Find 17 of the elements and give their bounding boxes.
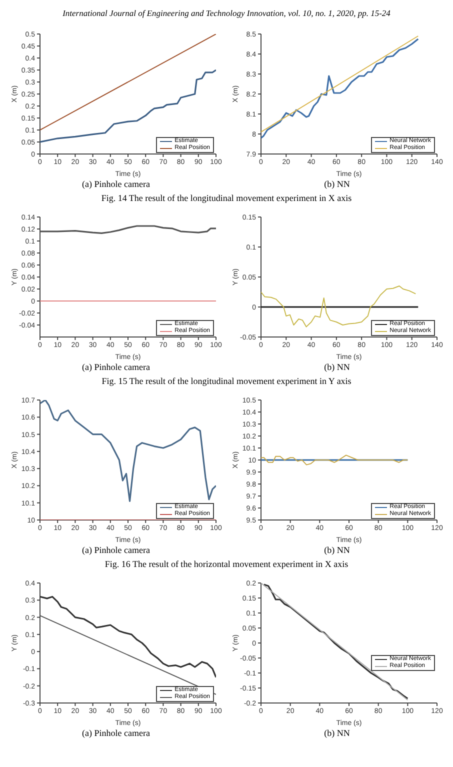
line-series (40, 225, 216, 234)
text: (b) NN (323, 728, 351, 738)
text: (a) Pinhole camera (81, 179, 151, 189)
text: (a) Pinhole camera (81, 728, 151, 738)
caption: Fig. 14 The result of the longitudinal movement experiment in X axis (100, 193, 353, 203)
caption: Fig. 16 The result of the horizontal movement experiment in X axis (104, 559, 350, 569)
text: (a) Pinhole camera (81, 545, 151, 555)
text: International Journal of Engineering and Technology Innovation, vol. 10, no. 1, 2020, pp. 15-24 (62, 8, 392, 18)
line-series (40, 69, 216, 143)
text: (b) NN (323, 179, 351, 189)
text: (b) NN (323, 545, 351, 555)
text: (a) Pinhole camera (81, 362, 151, 372)
caption: Fig. 15 The result of the longitudinal movement experiment in Y axis (100, 376, 352, 386)
text: (b) NN (323, 362, 351, 372)
line-series (40, 400, 216, 502)
line-series (40, 596, 216, 678)
line-series (261, 454, 408, 466)
